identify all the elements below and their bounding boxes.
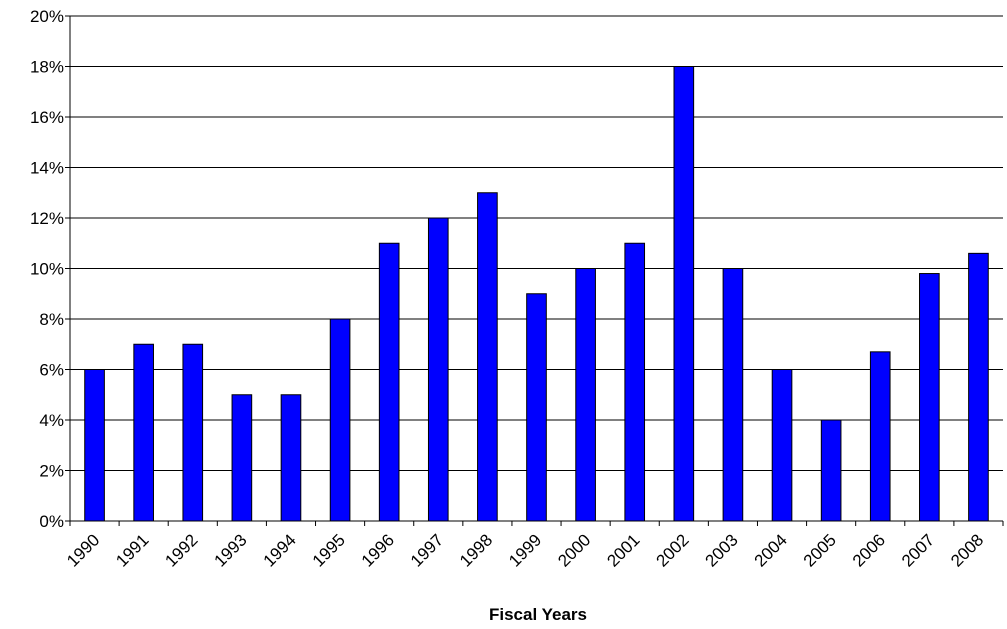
y-tick-label: 14% [30,159,64,178]
x-tick-label: 1999 [505,530,545,570]
x-tick-labels: 1990 1991 1992 1993 1994 1995 1996 1997 1998 1999… [63,530,987,570]
x-tick-label: 2001 [603,530,643,570]
bar-1990 [84,369,105,522]
y-tick-label: 0% [39,512,64,531]
x-tick-label: 2000 [554,530,594,570]
bar-2000 [575,268,596,522]
y-tick-label: 10% [30,260,64,279]
bars [84,66,989,522]
bar-1998 [477,192,498,522]
x-tick-label: 1997 [407,530,447,570]
x-tick-label: 2008 [947,530,987,570]
x-tick-label: 2003 [702,530,742,570]
y-tick-labels: 0% 2% 4% 6% 8% 10% 12% 14% 16% 18% 20% [30,7,64,531]
x-tick-label: 2005 [800,530,840,570]
bar-1995 [329,318,351,522]
x-tick-label: 2006 [849,530,889,570]
bar-1997 [427,217,449,522]
y-tick-label: 16% [30,108,64,127]
x-tick-label: 1994 [260,530,300,570]
x-tick-label: 2002 [652,530,692,570]
bar-1992 [182,343,204,522]
bar-1999 [526,293,547,522]
y-tick-label: 4% [39,411,64,430]
y-tick-label: 20% [30,7,64,26]
y-tick-label: 18% [30,58,64,77]
x-tick-label: 2004 [751,530,791,570]
bar-2006 [869,351,891,522]
bar-2004 [771,369,793,522]
x-tick-label: 1990 [63,530,103,570]
x-tick-label: 1991 [112,530,152,570]
bar-2003 [722,268,744,522]
x-axis-title: Fiscal Years [489,605,587,624]
y-tick-label: 6% [39,361,64,380]
x-tick-label: 1993 [211,530,251,570]
x-tick-label: 1998 [456,530,496,570]
bar-2007 [919,273,940,522]
bar-1991 [133,343,154,522]
gridlines [70,15,1003,471]
bar-2005 [820,419,842,522]
x-tick-label: 1996 [358,530,398,570]
x-tick-label: 1992 [161,530,201,570]
x-tick-label: 2007 [898,530,938,570]
bar-2001 [624,242,646,522]
bar-2002 [673,66,695,522]
bar-1996 [378,242,400,522]
axes [65,15,1004,526]
y-tick-label: 8% [39,310,64,329]
y-tick-label: 12% [30,209,64,228]
bar-1994 [280,394,302,522]
bar-2008 [968,252,989,522]
x-tick-label: 1995 [309,530,349,570]
y-tick-label: 2% [39,462,64,481]
bar-1993 [231,394,253,522]
